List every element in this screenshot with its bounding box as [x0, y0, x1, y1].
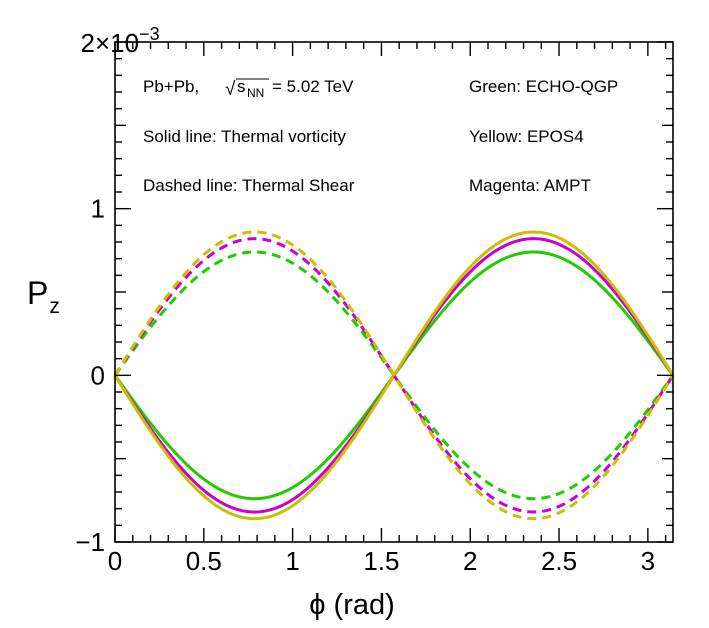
exponent-label: ×10−3 [95, 24, 160, 58]
sqrt-symbol: √ [225, 79, 236, 100]
series-line-ampt-dashed [113, 237, 675, 514]
x-tick-label: 0.5 [186, 546, 222, 576]
y-axis-title: Pz [27, 275, 60, 318]
series-line-echo-qgp-dashed [113, 250, 675, 501]
x-tick-label: 3 [641, 546, 655, 576]
s-main: s [237, 77, 246, 96]
x-tick-label: 2.5 [541, 546, 577, 576]
annotation-magenta: Magenta: AMPT [469, 176, 591, 195]
y-tick-label: −1 [75, 527, 105, 557]
x-tick-label: 0 [108, 546, 122, 576]
x-tick-label: 2 [463, 546, 477, 576]
x-axis-title: ϕ (rad) [309, 589, 395, 621]
curves-group [113, 230, 675, 521]
annotation-yellow: Yellow: EPOS4 [469, 127, 584, 146]
annotation-system: Pb+Pb, [143, 77, 199, 96]
plot-frame [114, 41, 674, 543]
x-tick-label: 1 [285, 546, 299, 576]
annotation-green: Green: ECHO-QGP [469, 77, 618, 96]
s-subscript: NN [247, 86, 264, 100]
annotation-energy: = 5.02 TeV [272, 77, 354, 96]
y-tick-label: 2 [81, 28, 95, 58]
annotation-solid: Solid line: Thermal vorticity [143, 127, 346, 146]
y-tick-label: 0 [91, 360, 105, 390]
y-tick-label: 1 [91, 194, 105, 224]
annotation-dashed: Dashed line: Thermal Shear [143, 176, 355, 195]
x-tick-label: 1.5 [363, 546, 399, 576]
series-line-epos4-solid [113, 230, 675, 521]
series-line-epos4-dashed [113, 230, 675, 521]
